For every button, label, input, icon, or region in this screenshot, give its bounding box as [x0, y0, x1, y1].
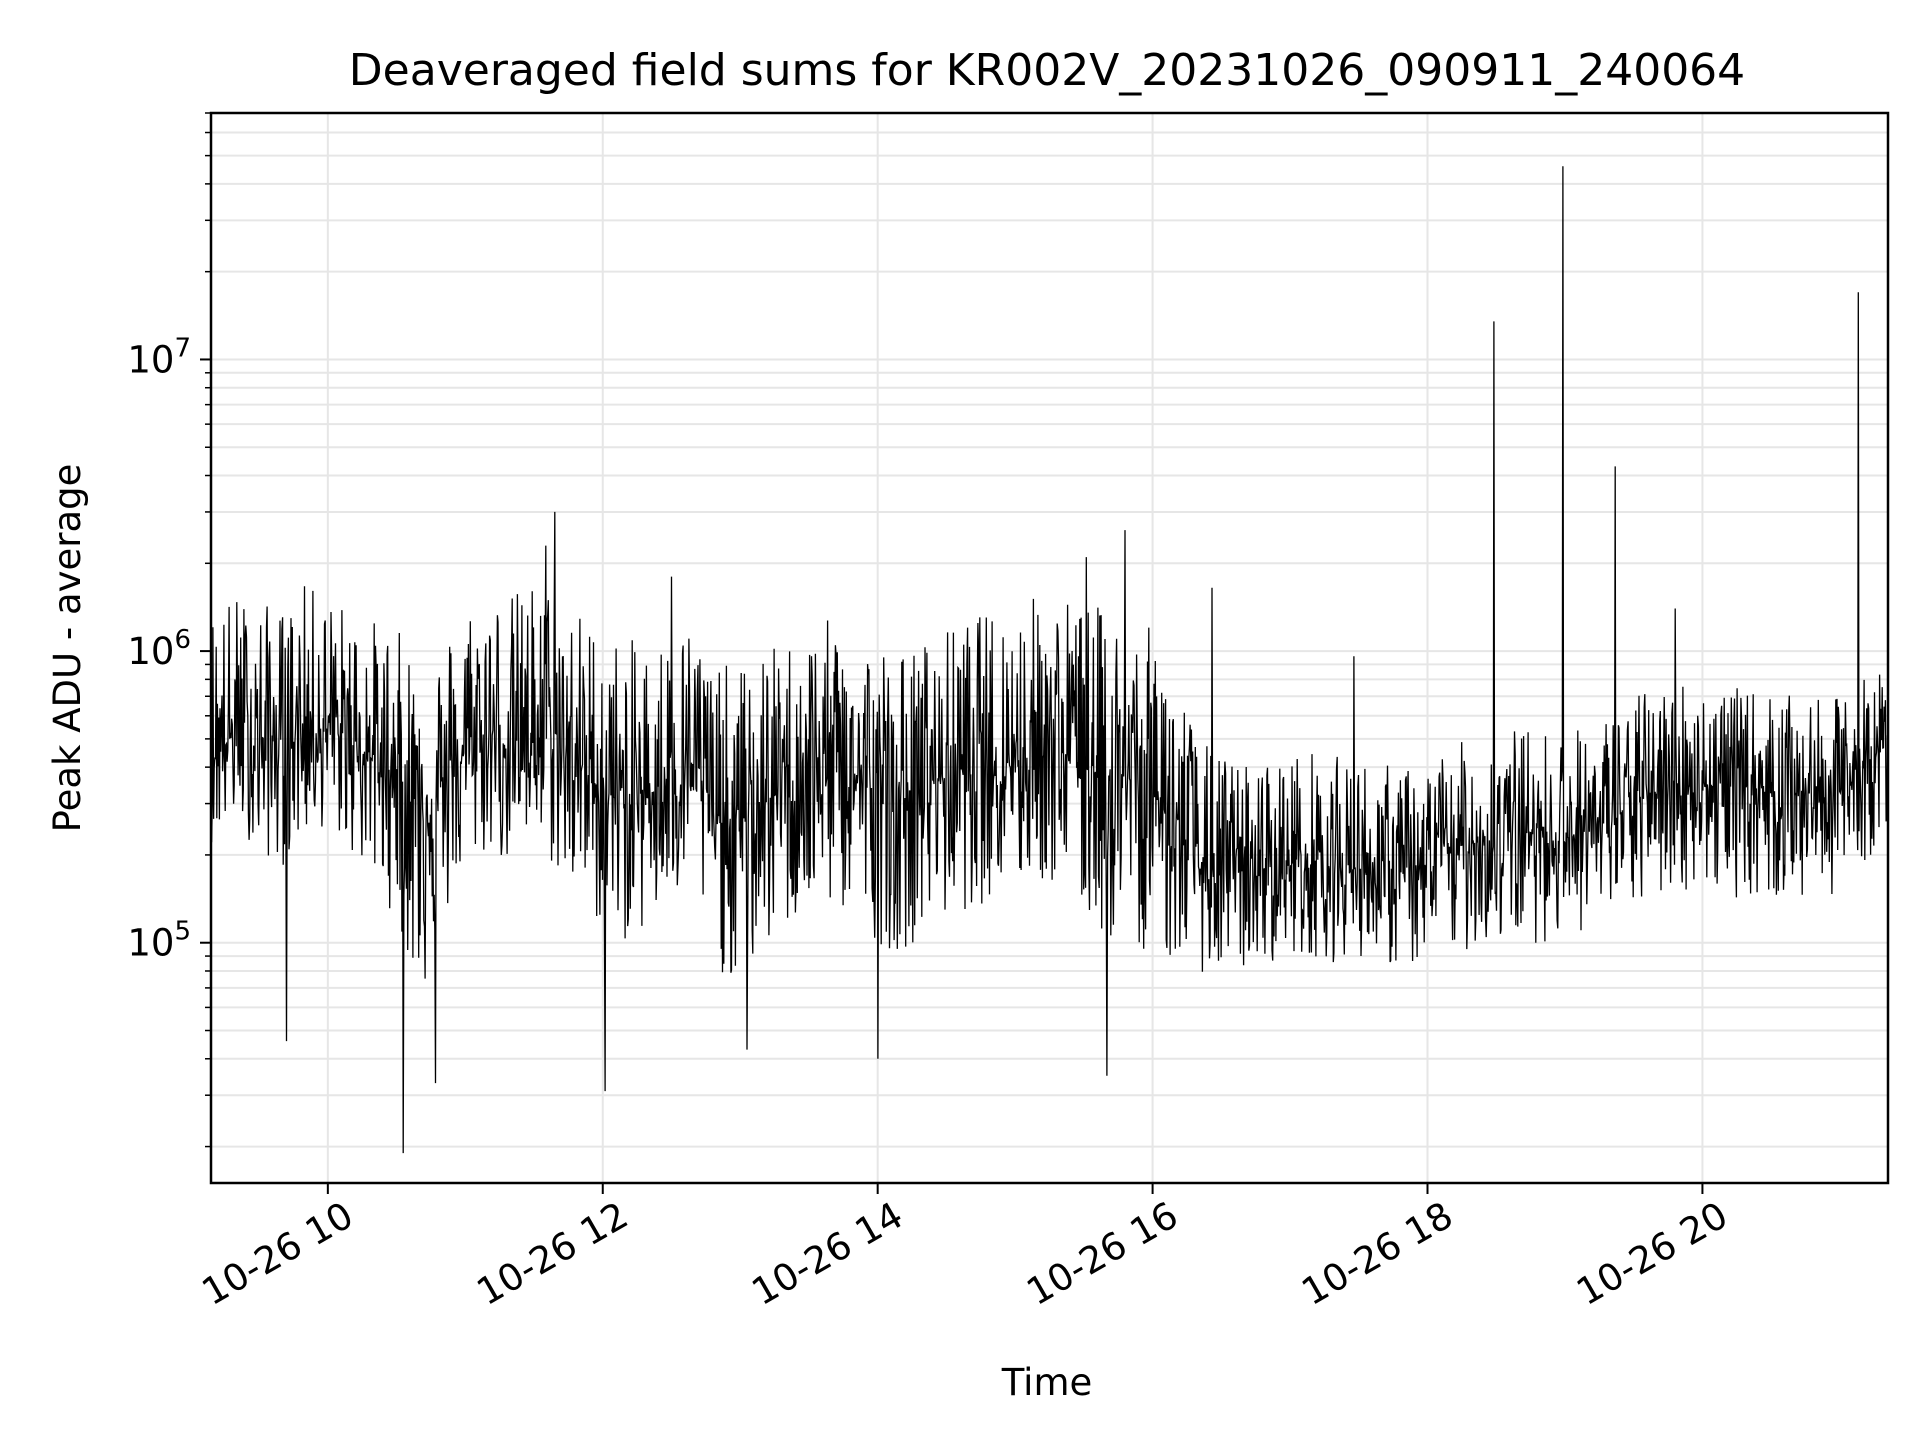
y-tick-label: 105: [127, 917, 191, 965]
y-tick-label: 106: [127, 625, 191, 673]
x-tick-label: 10-26 18: [1294, 1194, 1460, 1314]
x-tick-label: 10-26 20: [1569, 1194, 1735, 1314]
plot-frame: [209, 111, 1890, 1185]
chart-title: Deaveraged field sums for KR002V_2023102…: [349, 45, 1745, 96]
x-tick-label: 10-26 16: [1020, 1194, 1186, 1314]
y-axis: 105 106 107: [127, 112, 211, 1148]
x-axis-label: Time: [1001, 1361, 1093, 1404]
x-tick-label: 10-26 12: [470, 1194, 636, 1314]
data-line: [210, 166, 1889, 1154]
x-tick-label: 10-26 10: [195, 1194, 361, 1314]
y-axis-label: Peak ADU - average: [46, 464, 89, 833]
y-tick-label: 107: [127, 333, 191, 381]
x-axis: 10-26 10 10-26 12 10-26 14 10-26 16 10-26 18…: [195, 1183, 1735, 1314]
grid: [211, 112, 1888, 1183]
series-line: [210, 166, 1889, 1154]
x-tick-label: 10-26 14: [745, 1194, 911, 1314]
